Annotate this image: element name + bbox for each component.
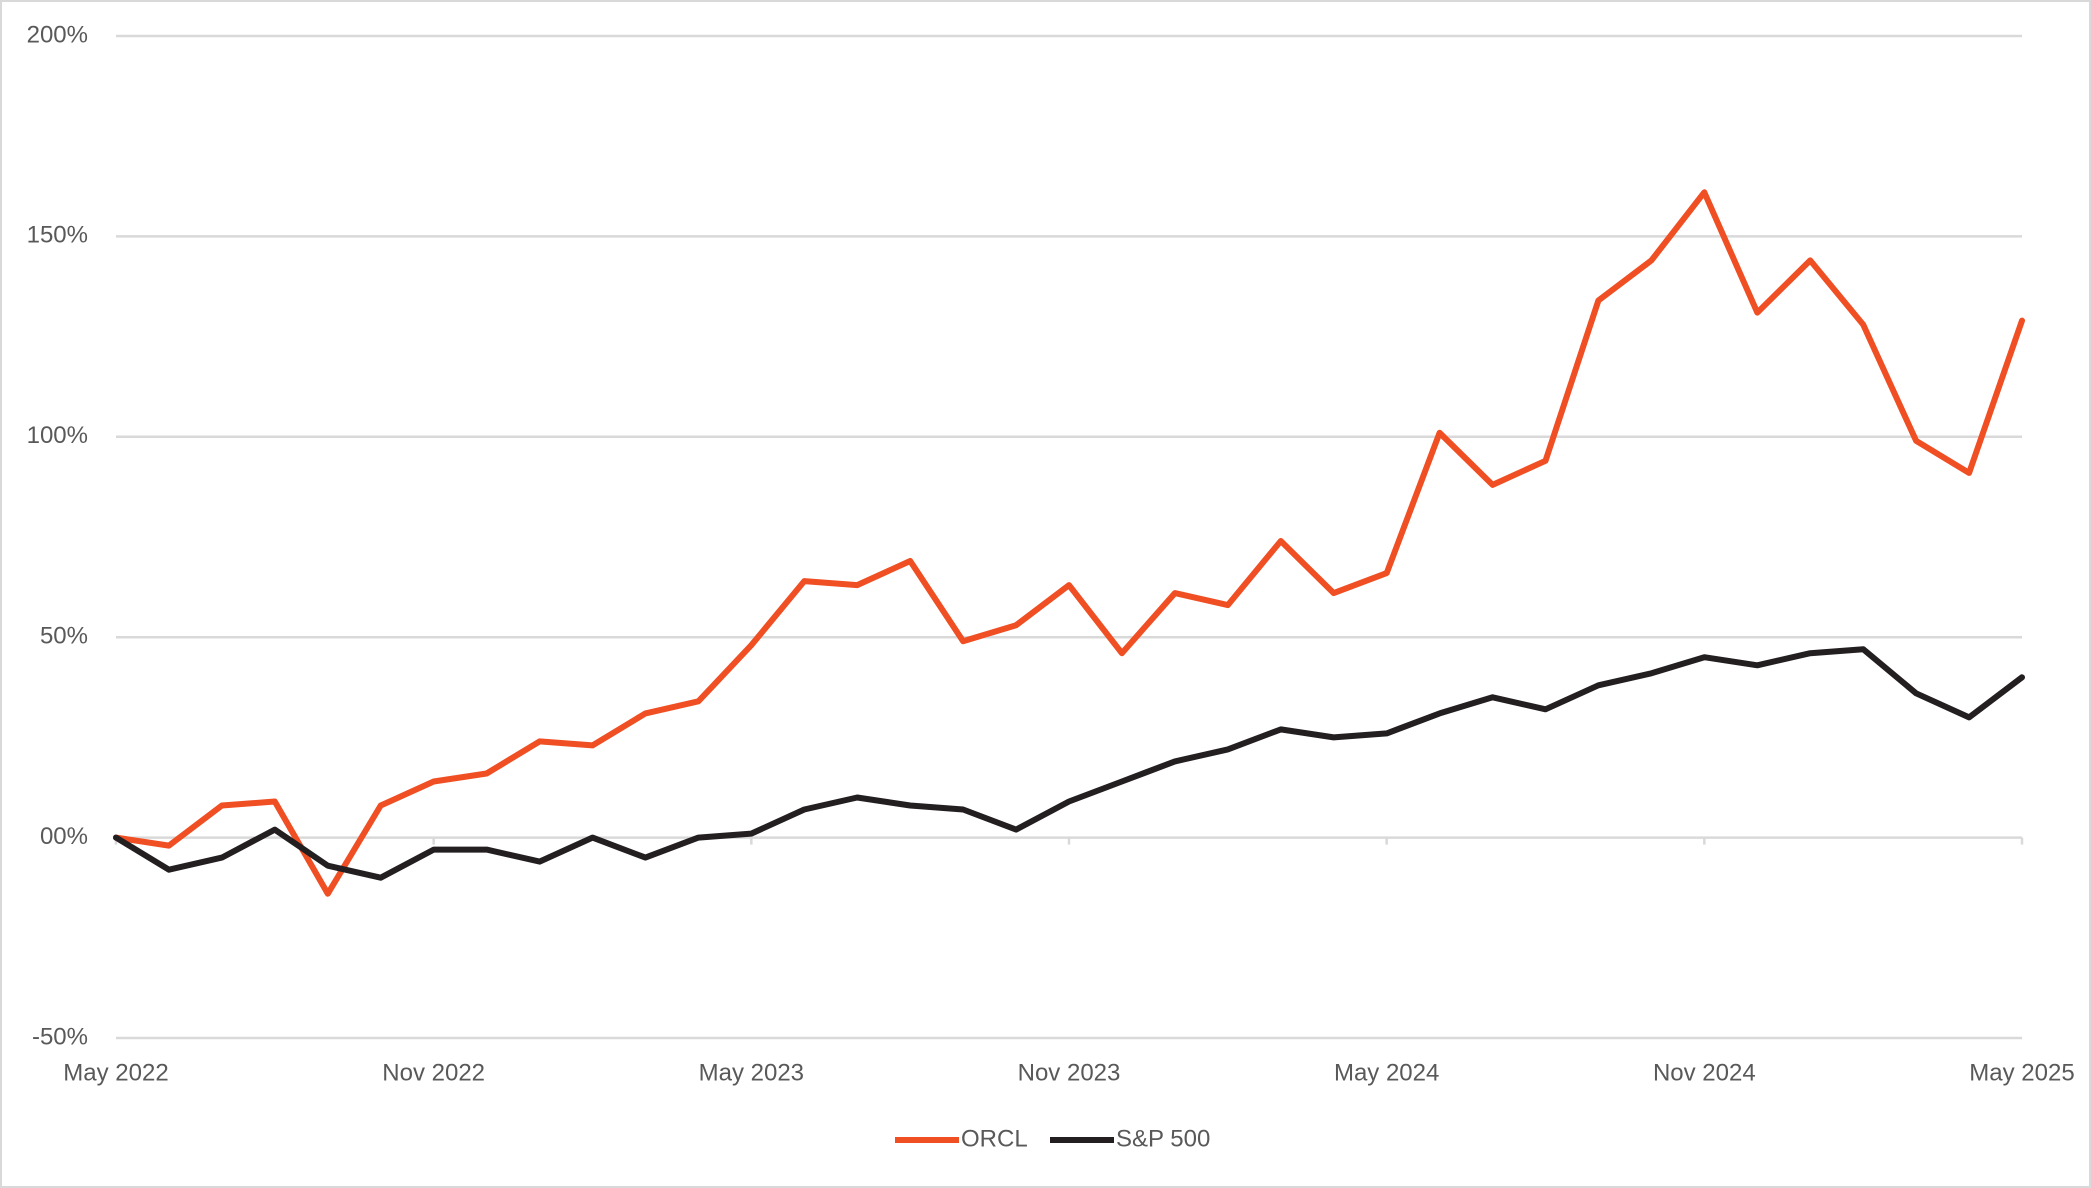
x-tick-label: Nov 2023 [1018, 1059, 1121, 1086]
x-tick-label: May 2025 [1969, 1059, 2074, 1086]
legend-label: S&P 500 [1116, 1125, 1210, 1152]
y-tick-label: -50% [32, 1023, 88, 1050]
y-tick-label: 200% [27, 21, 88, 48]
x-tick-label: May 2023 [699, 1059, 804, 1086]
y-tick-label: 100% [27, 422, 88, 449]
legend-label: ORCL [961, 1125, 1028, 1152]
x-tick-label: Nov 2024 [1653, 1059, 1756, 1086]
series-line [113, 189, 2025, 897]
y-tick-label: 50% [40, 623, 88, 650]
series-line [113, 646, 2025, 881]
x-tick-label: May 2024 [1334, 1059, 1439, 1086]
y-tick-label: 00% [40, 823, 88, 850]
y-tick-label: 150% [27, 222, 88, 249]
x-tick-label: May 2022 [63, 1059, 168, 1086]
x-tick-label: Nov 2022 [382, 1059, 485, 1086]
